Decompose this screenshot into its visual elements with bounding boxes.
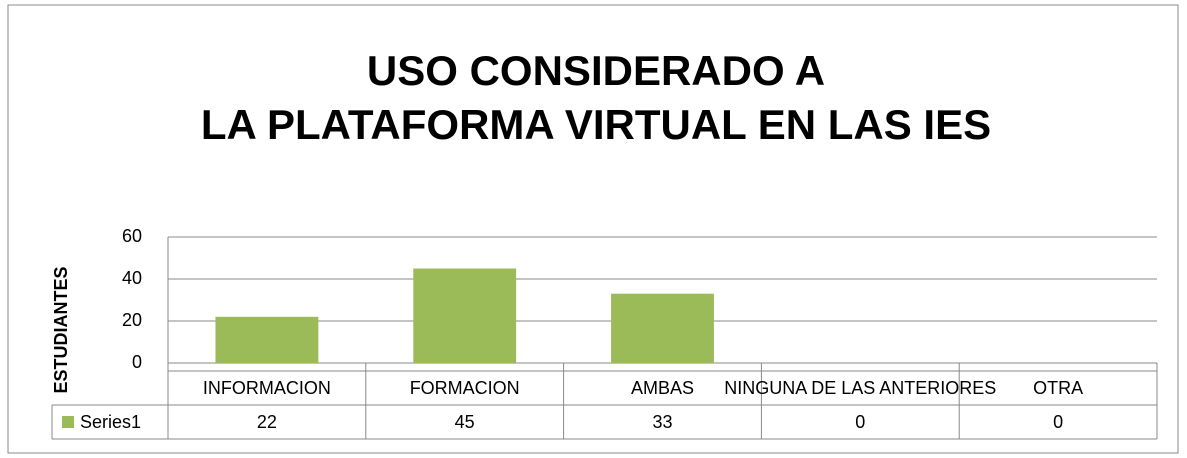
y-tick-label: 40 <box>122 268 142 288</box>
chart-title: LA PLATAFORMA VIRTUAL EN LAS IES <box>201 101 991 148</box>
table-value: 22 <box>257 412 277 432</box>
chart-title: USO CONSIDERADO A <box>367 47 825 94</box>
y-tick-label: 20 <box>122 310 142 330</box>
y-tick-label: 0 <box>132 352 142 372</box>
x-tick-label: OTRA <box>1033 378 1083 398</box>
bar <box>215 316 319 363</box>
y-axis-label: ESTUDIANTES <box>51 266 71 393</box>
table-value: 0 <box>1053 412 1063 432</box>
chart-border <box>7 4 1179 454</box>
x-tick-label: AMBAS <box>631 378 694 398</box>
table-value: 33 <box>652 412 672 432</box>
table-value: 45 <box>455 412 475 432</box>
legend-label: Series1 <box>80 412 141 432</box>
x-tick-label: NINGUNA DE LAS ANTERIORES <box>724 378 996 398</box>
table-value: 0 <box>855 412 865 432</box>
legend-swatch <box>62 416 74 428</box>
y-tick-label: 60 <box>122 226 142 246</box>
x-tick-label: FORMACION <box>410 378 520 398</box>
bar <box>611 293 714 363</box>
bar <box>413 268 517 363</box>
x-tick-label: INFORMACION <box>203 378 331 398</box>
